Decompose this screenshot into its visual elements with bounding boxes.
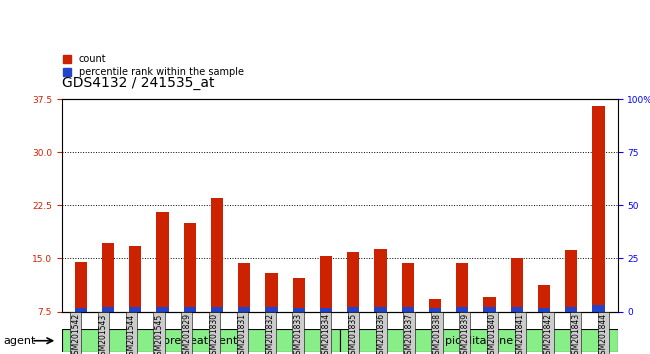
Text: GSM201841: GSM201841 [515, 313, 525, 354]
Bar [265, 307, 278, 312]
Bar [292, 308, 305, 312]
Bar [429, 299, 441, 312]
Bar [62, 329, 339, 352]
Text: GSM201835: GSM201835 [349, 313, 358, 354]
Bar [102, 307, 114, 312]
Bar [75, 262, 87, 312]
Bar [339, 329, 618, 352]
Bar [374, 249, 387, 312]
Text: GSM201842: GSM201842 [543, 313, 552, 354]
Bar [184, 307, 196, 312]
Bar [538, 285, 550, 312]
Text: GSM201543: GSM201543 [99, 313, 108, 354]
Bar [320, 308, 332, 312]
Bar [211, 307, 223, 312]
Bar [320, 256, 332, 312]
Bar [402, 307, 414, 312]
Bar [402, 263, 414, 312]
Bar [347, 252, 359, 312]
Bar [592, 305, 604, 312]
Text: GDS4132 / 241535_at: GDS4132 / 241535_at [62, 76, 214, 90]
Text: GSM201542: GSM201542 [71, 313, 80, 354]
Text: GSM201829: GSM201829 [182, 313, 191, 354]
Bar [238, 307, 250, 312]
Bar [484, 297, 495, 312]
Text: GSM201830: GSM201830 [210, 313, 219, 354]
Text: GSM201837: GSM201837 [404, 313, 413, 354]
Bar [265, 273, 278, 312]
Bar [374, 307, 387, 312]
Text: GSM201831: GSM201831 [238, 313, 247, 354]
Text: GSM201844: GSM201844 [599, 313, 608, 354]
Bar [456, 307, 469, 312]
Bar [75, 308, 87, 312]
Bar [538, 308, 550, 312]
Text: pretreatment: pretreatment [164, 336, 238, 346]
Text: GSM201836: GSM201836 [377, 313, 386, 354]
Bar [347, 307, 359, 312]
Bar [157, 212, 169, 312]
Bar [484, 307, 495, 312]
Bar [565, 250, 577, 312]
Bar [129, 307, 142, 312]
Bar [510, 307, 523, 312]
Text: GSM201838: GSM201838 [432, 313, 441, 354]
Text: GSM201839: GSM201839 [460, 313, 469, 354]
Text: GSM201833: GSM201833 [293, 313, 302, 354]
Bar [292, 278, 305, 312]
Legend: count, percentile rank within the sample: count, percentile rank within the sample [63, 55, 244, 77]
Text: GSM201834: GSM201834 [321, 313, 330, 354]
Text: GSM201544: GSM201544 [127, 313, 136, 354]
Bar [592, 106, 604, 312]
Bar [565, 307, 577, 312]
Bar [456, 263, 469, 312]
Text: agent: agent [3, 336, 36, 346]
Text: pioglitazone: pioglitazone [445, 336, 513, 346]
Text: GSM201832: GSM201832 [266, 313, 275, 354]
Bar [184, 223, 196, 312]
Bar [211, 198, 223, 312]
Text: GSM201843: GSM201843 [571, 313, 580, 354]
Bar [102, 243, 114, 312]
Text: GSM201545: GSM201545 [155, 313, 164, 354]
Bar [238, 263, 250, 312]
Bar [510, 258, 523, 312]
Bar [129, 246, 142, 312]
Text: GSM201840: GSM201840 [488, 313, 497, 354]
Bar [429, 308, 441, 312]
Bar [157, 307, 169, 312]
